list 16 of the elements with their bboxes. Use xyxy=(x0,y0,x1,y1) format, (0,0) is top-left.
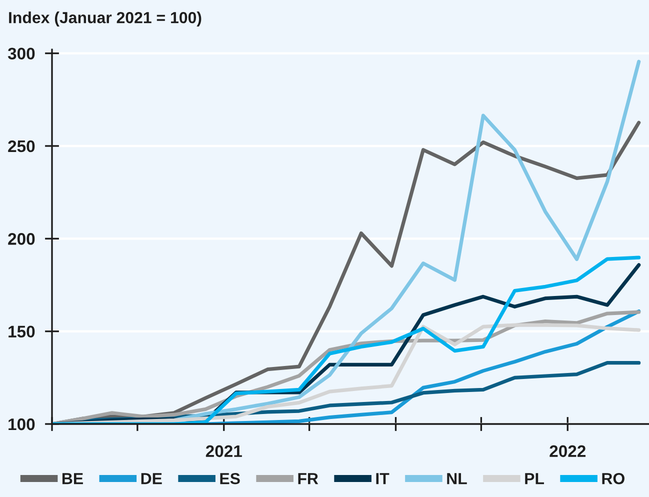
legend-label: RO xyxy=(602,472,624,484)
legend-label: BE xyxy=(62,473,83,484)
y-axis-title: Index (Januar 2021 = 100) xyxy=(9,12,202,26)
x-tick-label: 2021 xyxy=(206,445,242,458)
legend-label: ES xyxy=(220,472,240,484)
y-tick-label: 200 xyxy=(8,233,35,245)
x-tick-label: 2022 xyxy=(550,445,586,458)
y-tick-label: 150 xyxy=(8,326,35,338)
legend-label: FR xyxy=(298,473,318,484)
y-tick-label: 100 xyxy=(8,418,35,430)
legend-label: PL xyxy=(525,473,544,484)
legend-label: NL xyxy=(447,473,467,484)
y-tick-label: 250 xyxy=(8,140,35,152)
legend-label: DE xyxy=(141,473,162,484)
y-tick-label: 300 xyxy=(8,48,35,60)
legend-label: IT xyxy=(376,473,390,484)
